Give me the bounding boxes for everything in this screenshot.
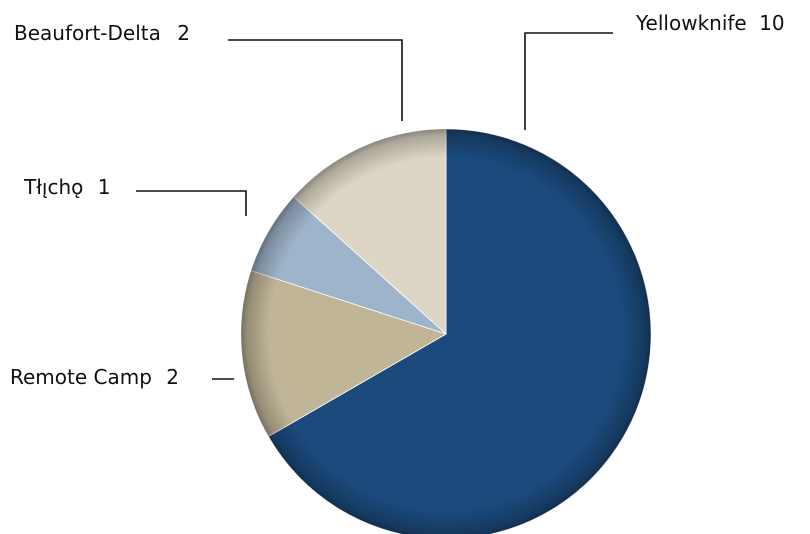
slice-value-text: 2 (177, 21, 190, 45)
svg-text:Beaufort-Delta 2: Beaufort-Delta 2 (14, 21, 190, 45)
svg-text:Yellowknife 10: Yellowknife 10 (635, 11, 785, 35)
svg-text:Tłı̨chǫ 1: Tłı̨chǫ 1 (23, 175, 110, 199)
slice-label-text: Tłı̨chǫ (23, 175, 83, 199)
slice-label-yellowknife: Yellowknife 10 (524, 11, 785, 130)
svg-text:Remote Camp 2: Remote Camp 2 (10, 365, 179, 389)
slice-label-text: Remote Camp (10, 365, 152, 389)
slice-label-text: Beaufort-Delta (14, 21, 161, 45)
slice-label-text: Yellowknife (635, 11, 747, 35)
slice-label-tlicho: Tłı̨chǫ 1 (23, 175, 247, 216)
slice-value-text: 2 (166, 365, 179, 389)
leader-line (228, 39, 403, 121)
leader-line (136, 190, 247, 216)
leader-line (524, 32, 613, 130)
slice-value-text: 10 (759, 11, 784, 35)
slice-label-beaufort-delta: Beaufort-Delta 2 (14, 21, 403, 121)
slice-label-remote-camp: Remote Camp 2 (10, 365, 234, 389)
slice-value-text: 1 (98, 175, 111, 199)
pie-slices (240, 128, 652, 534)
